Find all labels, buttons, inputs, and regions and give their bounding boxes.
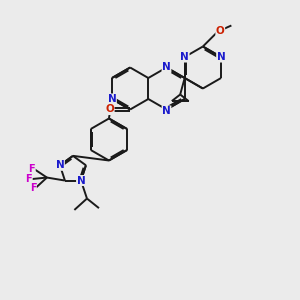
Text: N: N <box>56 160 64 170</box>
Text: N: N <box>162 106 171 116</box>
Text: N: N <box>180 52 189 62</box>
Text: N: N <box>108 94 116 104</box>
Text: F: F <box>28 164 35 174</box>
Text: N: N <box>217 52 225 62</box>
Text: F: F <box>26 174 32 184</box>
Text: N: N <box>162 62 171 73</box>
Text: O: O <box>216 26 225 37</box>
Text: F: F <box>30 183 36 193</box>
Text: N: N <box>76 176 85 185</box>
Text: O: O <box>105 104 114 115</box>
